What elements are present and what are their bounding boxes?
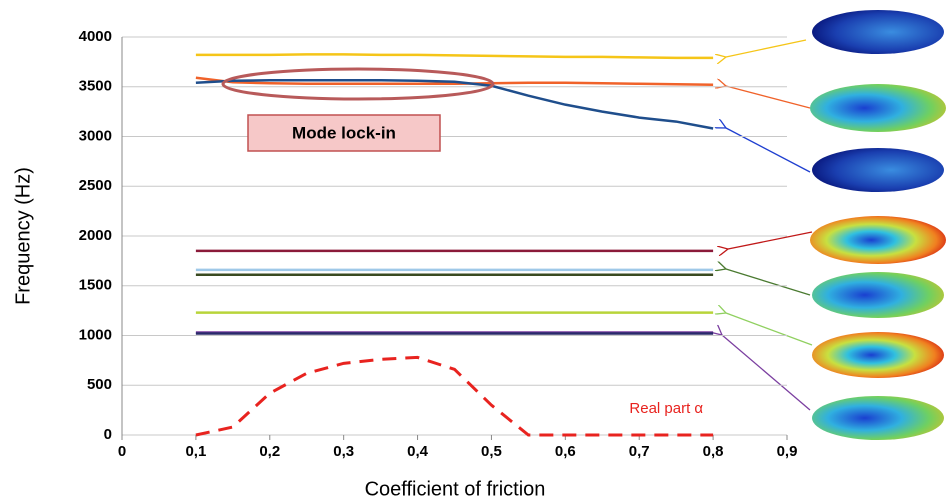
y-tick-label: 4000 bbox=[79, 28, 112, 45]
arrow bbox=[722, 335, 811, 411]
mode-shape bbox=[810, 84, 946, 132]
arrow bbox=[728, 231, 813, 249]
mode-shape bbox=[812, 396, 944, 440]
mode-shape-images bbox=[810, 10, 946, 440]
y-tick-label: 0 bbox=[104, 426, 112, 443]
y-tick-label: 3000 bbox=[79, 127, 112, 144]
series-line bbox=[195, 79, 714, 130]
plot: 0 500 1000 1500 2000 2500 3000 3500 4000 0 0,1 0,2 0… bbox=[79, 28, 798, 460]
mode-shape bbox=[812, 332, 944, 378]
y-tick-label: 2500 bbox=[79, 177, 112, 194]
arrow bbox=[726, 39, 807, 57]
y-tick-label: 1000 bbox=[79, 326, 112, 343]
x-tick-label: 0,9 bbox=[777, 443, 798, 460]
annotation-box bbox=[247, 114, 441, 152]
series-label: Real part α bbox=[629, 400, 703, 417]
x-tick-label: 0,2 bbox=[259, 443, 280, 460]
arrows bbox=[722, 39, 813, 411]
series-line bbox=[195, 53, 714, 60]
y-tick-label: 1500 bbox=[79, 277, 112, 294]
x-tick-label: 0,3 bbox=[333, 443, 354, 460]
x-tick-label: 0,1 bbox=[185, 443, 206, 460]
arrow bbox=[726, 86, 811, 109]
arrow bbox=[726, 128, 811, 173]
y-tick-label: 3500 bbox=[79, 78, 112, 95]
x-tick-label: 0,7 bbox=[629, 443, 650, 460]
mode-shape bbox=[812, 10, 944, 54]
mode-shape bbox=[812, 148, 944, 192]
x-tick-label: 0,5 bbox=[481, 443, 502, 460]
x-tick-label: 0 bbox=[118, 443, 126, 460]
series-line bbox=[195, 76, 714, 87]
mode-shape bbox=[810, 216, 946, 264]
x-tick-label: 0,4 bbox=[407, 443, 429, 460]
series-line bbox=[195, 355, 714, 437]
arrow bbox=[726, 313, 813, 346]
x-axis-title: Coefficient of friction bbox=[365, 478, 546, 500]
y-tick-label: 2000 bbox=[79, 227, 112, 244]
mode-shape bbox=[812, 272, 944, 318]
x-tick-label: 0,6 bbox=[555, 443, 576, 460]
lock-in-ellipse bbox=[221, 67, 495, 101]
x-tick-label: 0,8 bbox=[703, 443, 724, 460]
annotation: Mode lock-in bbox=[292, 123, 396, 142]
y-axis-title: Frequency (Hz) bbox=[12, 167, 34, 305]
arrow bbox=[726, 269, 811, 296]
y-tick-label: 500 bbox=[87, 376, 112, 393]
